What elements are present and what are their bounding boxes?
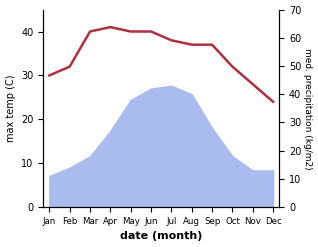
Y-axis label: max temp (C): max temp (C): [5, 75, 16, 142]
Y-axis label: med. precipitation (kg/m2): med. precipitation (kg/m2): [303, 48, 313, 169]
X-axis label: date (month): date (month): [120, 231, 203, 242]
